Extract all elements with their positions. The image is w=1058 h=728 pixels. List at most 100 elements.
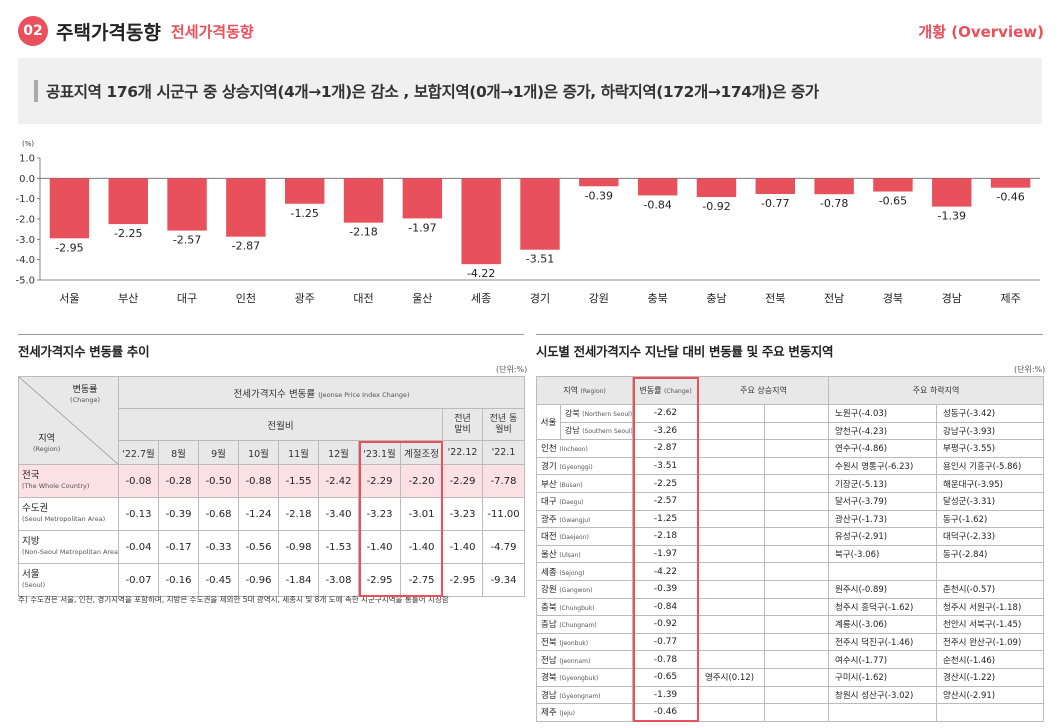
table-cell: -4.79 — [482, 530, 525, 564]
table-cell: -2.95 — [442, 563, 483, 597]
change-cell: -2.18 — [632, 527, 700, 546]
data-label: -0.84 — [643, 198, 671, 211]
column-header: '23.1월 — [358, 440, 401, 465]
change-cell: -0.39 — [632, 579, 700, 599]
column-header: '22.1 — [482, 440, 525, 465]
table-cell: -0.39 — [158, 497, 199, 531]
table-cell: -2.29 — [442, 464, 483, 498]
table-row: 서울 강북 (Northern Seoul) -2.62 노원구(-4.03) 성동구(… — [536, 403, 1045, 441]
table-cell: -3.23 — [442, 497, 483, 531]
category-label: 세종 — [471, 292, 491, 305]
table-row: 지방 (Non-Seoul Metropolitan Area) -0.04 -0.1… — [18, 530, 525, 564]
decrease-cell: 해운대구(-3.95) — [936, 474, 1045, 493]
row-region-label: 강북 (Northern Seoul) — [559, 404, 634, 423]
data-label: -3.51 — [526, 253, 554, 266]
decrease-cell — [936, 703, 1045, 722]
bar — [755, 178, 795, 194]
page-header: 02 주택가격동향 전세가격동향 개황 (Overview) — [18, 14, 1044, 48]
increase-cell — [698, 439, 766, 458]
right-unit-label: (단위:%) — [1014, 365, 1046, 374]
increase-cell — [698, 579, 766, 599]
table-cell: -0.08 — [118, 464, 159, 498]
y-tick-label: -2.0 — [15, 215, 35, 226]
bar — [990, 178, 1031, 188]
table-cell: -2.18 — [278, 497, 319, 531]
category-label: 광주 — [295, 292, 315, 305]
table-cell: -3.01 — [400, 497, 443, 531]
summary-banner: 공표지역 176개 시군구 중 상승지역(4개→1개)은 감소 , 보합지역(0… — [18, 58, 1042, 124]
increase-cell — [698, 456, 766, 476]
table-cell: -0.50 — [198, 464, 239, 498]
y-tick-label: 0.0 — [19, 174, 35, 185]
decrease-cell: 광산구(-1.73) — [828, 509, 938, 529]
decrease-cell: 북구(-3.06) — [828, 544, 938, 564]
banner-accent-bar — [34, 80, 38, 102]
bar — [932, 178, 972, 207]
increase-cell — [764, 579, 830, 599]
overview-label: 개황 (Overview) — [918, 22, 1044, 41]
category-label: 부산 — [118, 292, 138, 305]
table-row: 서울 (Seoul) -0.07 -0.16 -0.45 -0.96 -1.84 -3.08-… — [18, 563, 525, 597]
column-header: 10월 — [238, 440, 279, 465]
change-cell: -2.57 — [632, 491, 700, 511]
row-region-label: 세종 (Sejong) — [535, 562, 634, 581]
category-label: 충북 — [648, 292, 668, 305]
data-label: -2.57 — [173, 234, 201, 247]
increase-cell — [764, 562, 830, 581]
table-row: 울산 (Ulsan) -1.97 북구(-3.06) 동구(-2.84) — [535, 544, 1045, 564]
decrease-cell: 양산시(-2.91) — [936, 685, 1045, 705]
row-region-label: 광주 (Gwangju) — [535, 509, 634, 529]
table-row: 강원 (Gangwon) -0.39 원주시(-0.89) 춘천시(-0.57) — [535, 579, 1045, 599]
increase-cell — [698, 474, 766, 493]
table-cell: -0.07 — [118, 563, 159, 597]
increase-cell — [764, 509, 830, 529]
increase-cell — [698, 421, 766, 441]
right-section-divider — [536, 334, 1043, 335]
data-label: -0.92 — [702, 200, 730, 213]
decrease-cell: 유성구(-2.91) — [828, 527, 938, 546]
table-cell: -9.34 — [482, 563, 525, 597]
table-cell: -1.40 — [358, 530, 401, 564]
header-region: 지역 (Region) — [535, 376, 634, 405]
change-rate-bar-chart: (%) 1.0 0.0 -1.0 -2.0 -3.0 -4.0 -5.0 -2.95 서울 -2.2… — [15, 140, 1040, 305]
column-header: 계절조정 — [400, 440, 443, 465]
decrease-cell — [936, 562, 1045, 581]
increase-cell — [698, 685, 766, 705]
row-region-label: 전국 (The Whole Country) — [18, 464, 119, 498]
category-label: 전북 — [765, 292, 785, 305]
footnote: 주) 수도권은 서울, 인천, 경기지역을 포함하며, 지방은 수도권을 제외한… — [18, 595, 449, 604]
data-label: -2.18 — [349, 226, 377, 239]
row-region-label: 경북 (Gyeongbuk) — [535, 667, 634, 687]
data-label: -1.39 — [938, 210, 966, 223]
table-cell: -0.56 — [238, 530, 279, 564]
table-cell: -3.23 — [358, 497, 401, 531]
row-region-label: 서울 (Seoul) — [18, 563, 119, 597]
table-cell: -0.45 — [198, 563, 239, 597]
table-cell: -0.28 — [158, 464, 199, 498]
decrease-cell: 달성군(-3.31) — [936, 491, 1045, 511]
data-label: -2.87 — [232, 240, 260, 253]
table-cell: -11.00 — [482, 497, 525, 531]
data-label: -0.78 — [820, 197, 848, 210]
data-label: -2.25 — [114, 227, 142, 240]
row-region-label: 경남 (Gyeongnam) — [535, 685, 634, 705]
change-cell: -0.65 — [632, 667, 700, 687]
decrease-cell: 양천구(-4.23) — [828, 421, 938, 441]
table-cell: -0.04 — [118, 530, 159, 564]
increase-cell — [764, 597, 830, 617]
table-cell: -0.17 — [158, 530, 199, 564]
decrease-cell: 연수구(-4.86) — [828, 439, 938, 458]
decrease-cell: 수원시 영통구(-6.23) — [828, 456, 938, 476]
left-section-divider — [18, 334, 524, 335]
table-cell: -1.40 — [400, 530, 443, 564]
decrease-cell: 계룡시(-3.06) — [828, 615, 938, 634]
table-cell: -0.16 — [158, 563, 199, 597]
change-cell: -3.26 — [632, 421, 700, 441]
decrease-cell: 원주시(-0.89) — [828, 579, 938, 599]
table-row: 부산 (Busan) -2.25 기장군(-5.13) 해운대구(-3.95) — [535, 474, 1045, 493]
data-label: -0.65 — [879, 195, 907, 208]
row-region-label: 전남 (Jeonnam) — [535, 650, 634, 669]
y-tick-label: -1.0 — [15, 194, 35, 205]
bar — [814, 178, 854, 195]
decrease-cell: 여수시(-1.77) — [828, 650, 938, 669]
